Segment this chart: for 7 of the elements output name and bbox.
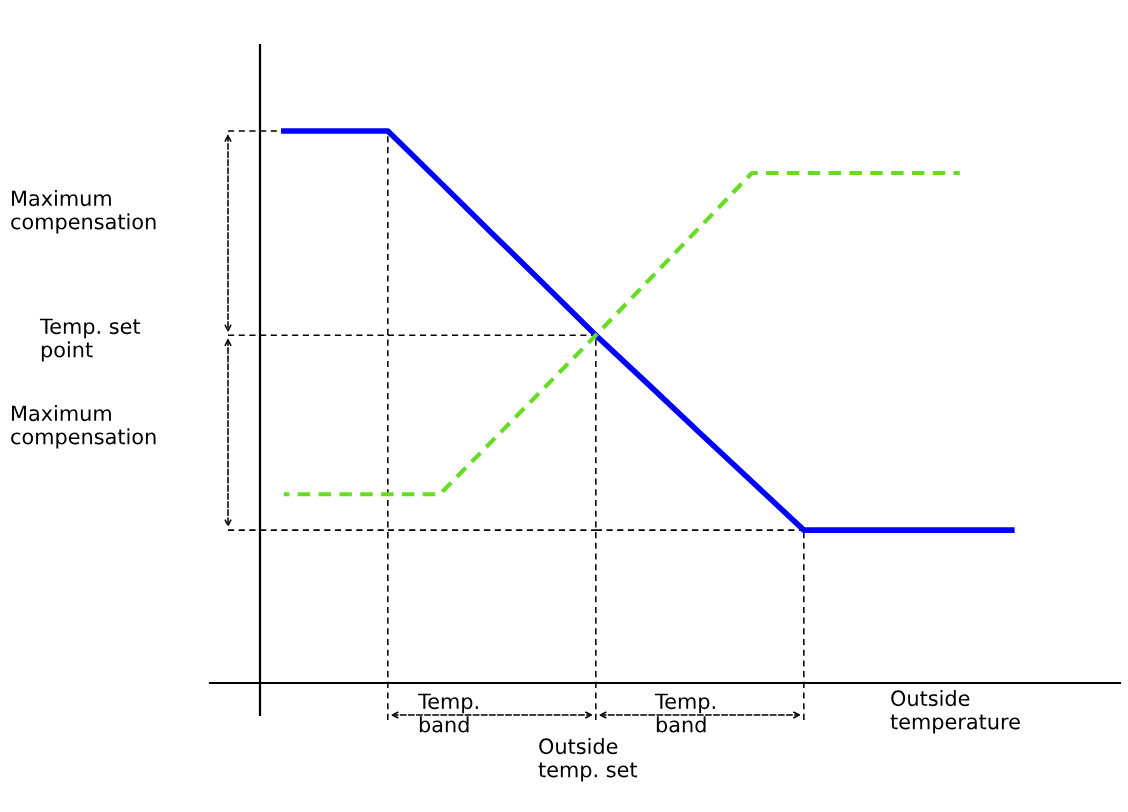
text: Temp. band [654, 693, 715, 733]
text: Maximum compensation [11, 190, 156, 234]
text: Temp. set point [39, 318, 141, 362]
text: Temp. band [417, 693, 478, 733]
text: Outside temp. set [538, 738, 638, 782]
text: Maximum compensation [11, 405, 156, 449]
x-axis-title: Outside temperature [890, 690, 1020, 734]
